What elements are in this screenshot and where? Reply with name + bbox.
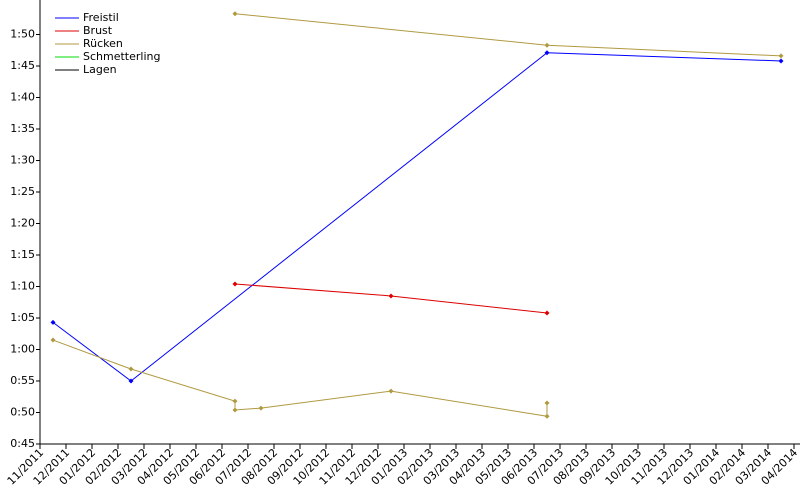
point bbox=[544, 42, 550, 48]
point bbox=[232, 281, 238, 287]
point bbox=[50, 319, 56, 325]
point bbox=[778, 53, 784, 59]
y-tick-label: 1:40 bbox=[10, 91, 35, 104]
y-tick-label: 0:45 bbox=[10, 437, 35, 450]
point bbox=[544, 310, 550, 316]
legend-label: Brust bbox=[83, 24, 113, 37]
point bbox=[232, 11, 238, 17]
series-line bbox=[52, 52, 782, 382]
point bbox=[544, 50, 550, 56]
y-tick-label: 1:25 bbox=[10, 185, 35, 198]
point bbox=[232, 398, 238, 404]
point bbox=[128, 366, 134, 372]
y-tick-label: 0:55 bbox=[10, 374, 35, 387]
point bbox=[128, 378, 134, 384]
point bbox=[50, 337, 56, 343]
y-tick-label: 1:00 bbox=[10, 343, 35, 356]
y-tick-label: 0:50 bbox=[10, 406, 35, 419]
y-tick-label: 1:35 bbox=[10, 122, 35, 135]
point bbox=[258, 405, 264, 411]
legend-label: Schmetterling bbox=[83, 50, 160, 63]
point bbox=[544, 400, 550, 406]
point bbox=[232, 407, 238, 413]
point bbox=[778, 58, 784, 64]
point bbox=[388, 293, 394, 299]
y-tick-label: 1:10 bbox=[10, 280, 35, 293]
legend-label: Freistil bbox=[83, 11, 119, 24]
y-tick-label: 1:15 bbox=[10, 248, 35, 261]
point bbox=[544, 413, 550, 419]
y-tick-label: 1:30 bbox=[10, 154, 35, 167]
y-tick-label: 1:50 bbox=[10, 28, 35, 41]
y-tick-label: 1:45 bbox=[10, 59, 35, 72]
legend-label: Lagen bbox=[83, 63, 117, 76]
point bbox=[388, 388, 394, 394]
series-line bbox=[234, 283, 548, 314]
y-tick-label: 1:05 bbox=[10, 311, 35, 324]
y-tick-label: 1:20 bbox=[10, 217, 35, 230]
legend-label: Rücken bbox=[83, 37, 123, 50]
